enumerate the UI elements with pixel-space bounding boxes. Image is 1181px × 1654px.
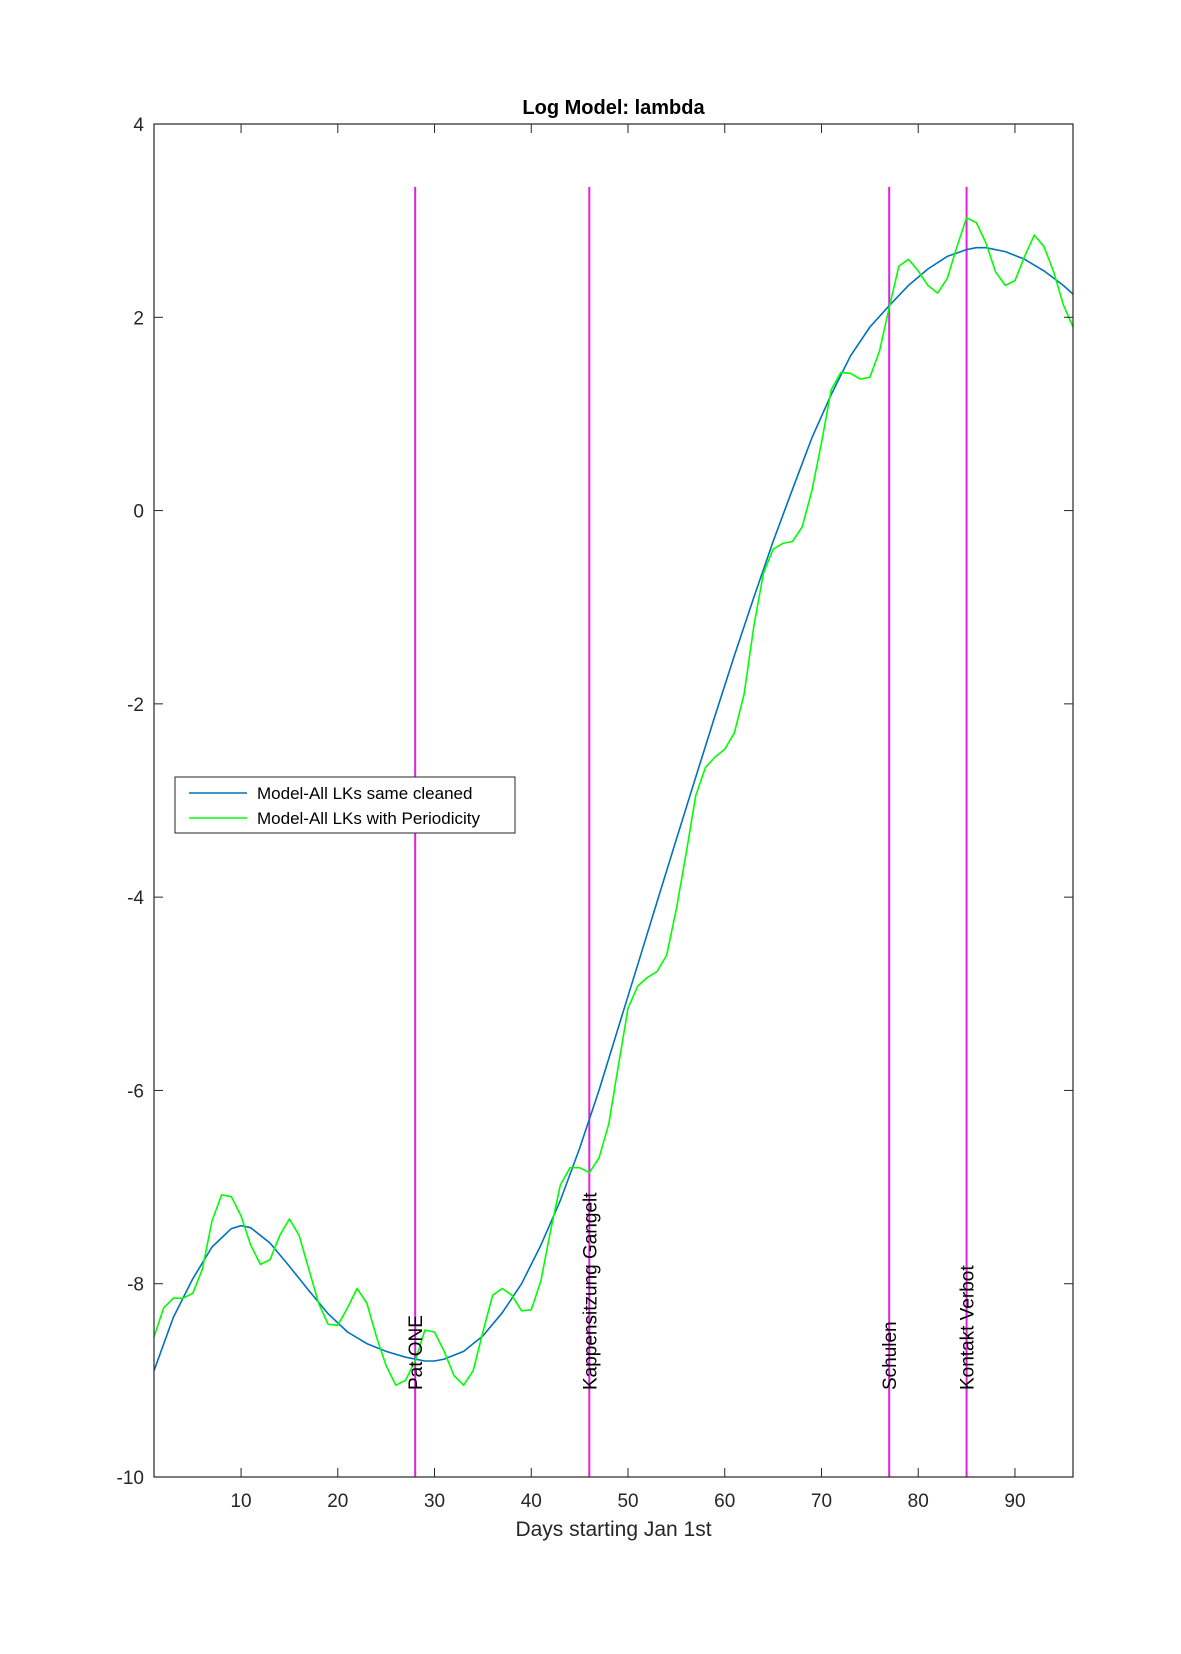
x-tick-label: 20 xyxy=(327,1491,348,1512)
x-tick-label: 90 xyxy=(1004,1491,1025,1512)
legend: Model-All LKs same cleaned Model-All LKs … xyxy=(174,776,516,834)
event-label: Kappensitzung Gangelt xyxy=(580,1192,601,1390)
series-line xyxy=(153,216,1074,1386)
event-label: Schulen xyxy=(880,1321,901,1390)
legend-box xyxy=(174,776,516,834)
plot-frame xyxy=(153,123,1074,1478)
y-tick-label: -4 xyxy=(127,888,144,909)
y-tick-label: -10 xyxy=(117,1468,144,1489)
x-tick-label: 80 xyxy=(908,1491,929,1512)
y-tick-label: -8 xyxy=(127,1275,144,1296)
event-label: Pat ONE xyxy=(406,1315,427,1390)
axis-ticks: 10 20 30 40 50 60 70 80 90 -10 -8 -6 -4 -2 0 2 4 xyxy=(117,115,1073,1512)
legend-entry: Model-All LKs same cleaned xyxy=(257,784,472,803)
x-tick-label: 40 xyxy=(521,1491,542,1512)
event-labels: Pat ONE Kappensitzung Gangelt Schulen Konta… xyxy=(406,1192,978,1390)
x-axis-label: Days starting Jan 1st xyxy=(515,1518,711,1541)
legend-entry: Model-All LKs with Periodicity xyxy=(257,809,480,828)
y-tick-label: 4 xyxy=(133,115,144,136)
y-tick-label: -2 xyxy=(127,695,144,716)
y-tick-label: -6 xyxy=(127,1081,144,1102)
series-line xyxy=(153,246,1074,1371)
x-tick-label: 10 xyxy=(230,1491,251,1512)
chart-title: Log Model: lambda xyxy=(522,97,705,119)
y-tick-label: 2 xyxy=(133,308,144,329)
y-tick-label: 0 xyxy=(133,502,144,523)
event-label: Kontakt Verbot xyxy=(958,1265,979,1390)
series-lines xyxy=(153,216,1074,1386)
x-tick-label: 30 xyxy=(424,1491,445,1512)
x-tick-label: 70 xyxy=(811,1491,832,1512)
x-tick-label: 60 xyxy=(714,1491,735,1512)
x-tick-label: 50 xyxy=(617,1491,638,1512)
